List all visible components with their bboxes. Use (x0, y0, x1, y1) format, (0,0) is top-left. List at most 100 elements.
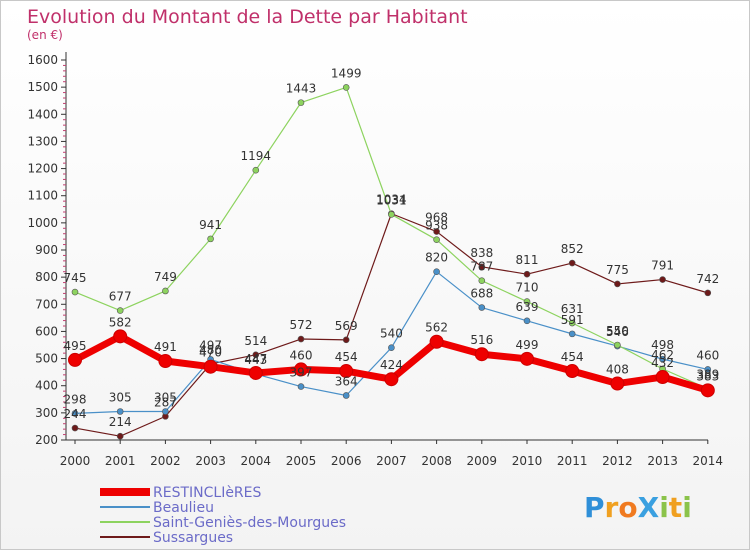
x-tick-label: 2013 (647, 454, 678, 468)
point-sussargues (116, 432, 124, 440)
data-label-beaulieu: 364 (335, 374, 358, 388)
logo-text: ProXiti (584, 491, 692, 524)
data-label-sussargues: 480 (199, 343, 222, 357)
point-saint-genies-des-mourgues (568, 319, 576, 327)
point-restinclieres (113, 329, 128, 344)
unit-label: (en €) (27, 28, 63, 42)
data-label-sussargues: 514 (244, 334, 267, 348)
data-label-sussargues: 287 (154, 395, 177, 409)
data-label-saint-genies-des-mourgues: 677 (109, 290, 132, 304)
data-label-restinclieres: 424 (380, 358, 403, 372)
x-tick-label: 2000 (60, 454, 91, 468)
point-beaulieu (342, 392, 350, 399)
data-label-restinclieres: 582 (109, 315, 132, 329)
point-sussargues (433, 228, 440, 235)
point-restinclieres (565, 364, 580, 379)
data-label-beaulieu: 305 (109, 391, 132, 405)
y-tick-label: 1200 (27, 162, 58, 176)
data-label-beaulieu: 540 (380, 327, 403, 341)
data-label-restinclieres: 454 (561, 350, 584, 364)
data-label-saint-genies-des-mourgues: 1031 (376, 193, 407, 207)
point-sussargues (568, 259, 576, 267)
point-saint-genies-des-mourgues (523, 298, 531, 305)
data-label-restinclieres: 562 (425, 321, 448, 335)
point-restinclieres (700, 383, 715, 398)
x-tick-label: 2005 (286, 454, 317, 468)
logo-letter: o (618, 491, 637, 524)
x-tick-label: 2006 (331, 454, 362, 468)
point-beaulieu (71, 410, 79, 417)
y-tick-label: 200 (35, 433, 58, 447)
logo-letter: t (669, 491, 682, 524)
point-saint-genies-des-mourgues (252, 166, 260, 174)
data-label-restinclieres: 460 (290, 348, 313, 362)
legend-label: Saint-Geniès-des-Mourgues (153, 515, 346, 531)
logo-letter: P (584, 491, 605, 524)
point-saint-genies-des-mourgues (478, 277, 486, 284)
series-layer (68, 84, 715, 440)
data-label-sussargues: 1034 (376, 193, 407, 207)
data-label-beaulieu: 397 (290, 366, 313, 380)
x-tick-label: 2009 (467, 454, 498, 468)
data-label-restinclieres: 495 (64, 339, 87, 353)
data-label-saint-genies-des-mourgues: 941 (199, 218, 222, 232)
point-restinclieres (339, 364, 354, 379)
data-label-sussargues: 775 (606, 263, 629, 277)
point-restinclieres (429, 334, 444, 349)
point-sussargues (71, 424, 79, 432)
point-sussargues (614, 280, 621, 288)
data-label-beaulieu: 460 (696, 348, 719, 362)
data-label-restinclieres: 432 (651, 356, 674, 370)
data-label-restinclieres: 383 (696, 369, 719, 383)
data-label-restinclieres: 447 (244, 352, 267, 366)
point-saint-genies-des-mourgues (614, 341, 621, 349)
data-label-saint-genies-des-mourgues: 631 (561, 302, 584, 316)
logo-letter: i (682, 491, 692, 524)
data-label-sussargues: 791 (651, 259, 674, 273)
y-tick-label: 1300 (27, 134, 58, 148)
logo-letter: X (638, 491, 660, 524)
data-label-restinclieres: 470 (199, 346, 222, 360)
data-label-sussargues: 838 (470, 246, 493, 260)
proxiti-logo: ProXiti (584, 491, 692, 524)
x-tick-label: 2011 (557, 454, 588, 468)
data-label-beaulieu: 497 (199, 338, 222, 352)
data-label-beaulieu: 639 (516, 300, 539, 314)
point-saint-genies-des-mourgues (297, 99, 305, 106)
data-label-sussargues: 811 (516, 253, 539, 267)
data-label-saint-genies-des-mourgues: 1499 (331, 66, 362, 80)
data-label-saint-genies-des-mourgues: 749 (154, 270, 177, 284)
data-label-restinclieres: 454 (335, 350, 358, 364)
data-label-restinclieres: 499 (516, 338, 539, 352)
point-sussargues (523, 270, 531, 278)
point-beaulieu (433, 268, 440, 276)
y-tick-label: 500 (35, 352, 58, 366)
point-beaulieu (659, 355, 666, 363)
data-label-restinclieres: 516 (470, 333, 493, 347)
point-restinclieres (68, 352, 82, 367)
chart-title: Evolution du Montant de la Dette par Hab… (27, 6, 468, 28)
data-label-sussargues: 244 (64, 407, 87, 421)
data-label-beaulieu: 688 (470, 287, 493, 301)
y-tick-label: 400 (35, 379, 58, 393)
point-saint-genies-des-mourgues (116, 307, 124, 314)
data-label-restinclieres: 408 (606, 363, 629, 377)
point-beaulieu (478, 304, 486, 311)
legend-label: RESTINCLIèRES (153, 485, 262, 501)
point-beaulieu (388, 344, 395, 352)
y-tick-label: 1100 (27, 189, 58, 203)
point-saint-genies-des-mourgues (207, 235, 214, 243)
point-sussargues (252, 351, 260, 359)
x-tick-label: 2003 (195, 454, 226, 468)
y-tick-label: 1500 (27, 80, 58, 94)
legend: RESTINCLIèRESBeaulieuSaint-Geniès-des-Mo… (100, 485, 346, 546)
data-label-beaulieu: 443 (244, 353, 267, 367)
x-tick-label: 2004 (241, 454, 272, 468)
x-tick-label: 2002 (150, 454, 181, 468)
data-label-sussargues: 214 (109, 415, 132, 429)
point-sussargues (659, 276, 666, 283)
data-label-sussargues: 968 (425, 211, 448, 225)
logo-letter: i (659, 491, 669, 524)
point-saint-genies-des-mourgues (71, 288, 79, 296)
